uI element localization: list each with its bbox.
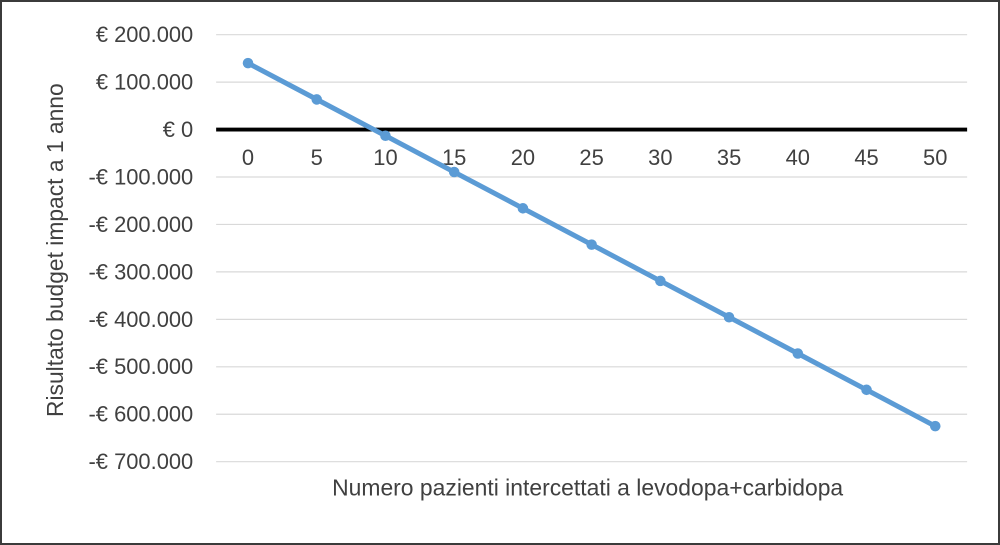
- y-axis-tick-labels: € 200.000 € 100.000 € 0 -€ 100.000 -€ 200.00…: [89, 22, 194, 474]
- x-axis-tick-labels: 0 5 10 15 20 25 30 35 40 45 50: [242, 145, 948, 170]
- x-tick-label: 0: [242, 145, 254, 170]
- data-point-marker: [723, 311, 735, 323]
- y-axis-title: Risultato budget impact a 1 anno: [42, 83, 68, 417]
- x-tick-label: 25: [579, 145, 603, 170]
- x-axis-title: Numero pazienti intercettati a levodopa+…: [332, 474, 843, 500]
- y-tick-label: -€ 100.000: [89, 164, 194, 189]
- x-tick-label: 20: [511, 145, 535, 170]
- data-series: [242, 57, 941, 432]
- y-tick-label: € 100.000: [96, 70, 193, 95]
- x-tick-label: 40: [786, 145, 810, 170]
- data-point-marker: [861, 384, 872, 396]
- x-tick-label: 5: [311, 145, 323, 170]
- data-point-marker: [792, 348, 804, 359]
- x-tick-label: 10: [373, 145, 397, 170]
- data-point-marker: [929, 420, 941, 432]
- y-tick-label: -€ 200.000: [89, 212, 194, 237]
- y-tick-label: -€ 600.000: [89, 402, 194, 427]
- x-tick-label: 45: [854, 145, 878, 170]
- y-tick-label: -€ 500.000: [89, 354, 194, 379]
- x-tick-label: 50: [923, 145, 947, 170]
- data-point-marker: [448, 166, 460, 178]
- gridlines: [216, 34, 968, 463]
- x-tick-label: 30: [648, 145, 672, 170]
- y-tick-label: € 200.000: [96, 22, 193, 47]
- data-point-marker: [517, 203, 529, 214]
- y-tick-label: -€ 400.000: [89, 307, 194, 332]
- data-point-marker: [655, 275, 666, 287]
- data-point-marker: [586, 239, 597, 250]
- data-point-marker: [380, 130, 391, 141]
- y-tick-label: -€ 700.000: [89, 449, 194, 474]
- x-tick-label: 35: [717, 145, 741, 170]
- data-point-marker: [242, 57, 254, 69]
- data-point-marker: [311, 94, 323, 105]
- y-tick-label: -€ 300.000: [89, 259, 194, 284]
- y-tick-label: € 0: [163, 117, 193, 142]
